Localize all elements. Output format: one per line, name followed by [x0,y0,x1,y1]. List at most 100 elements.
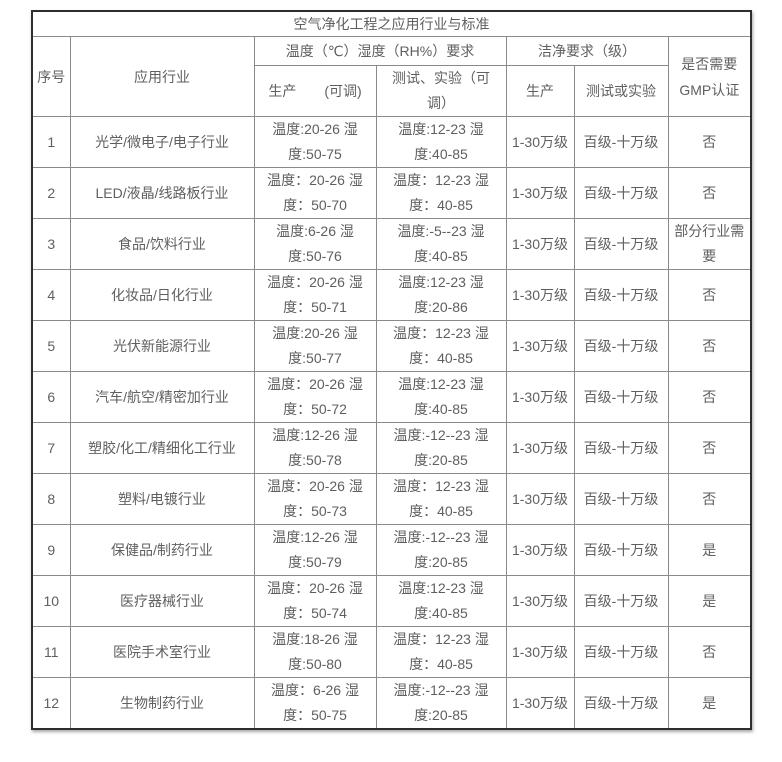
row-number-cell: 8 [31,473,71,525]
row-number-cell: 7 [31,422,71,474]
col-header-gmp: 是否需要 GMP认证 [667,36,752,117]
production-temp-humidity-cell: 温度：20-26 湿 度：50-73 [253,473,377,525]
table-row: 9 保健品/制药行业 温度:12-26 湿 度:50-79 温度:-12--23… [31,524,752,576]
production-temp-humidity-cell: 温度：20-26 湿 度：50-71 [253,269,377,321]
clean-test-cell: 百级-十万级 [573,167,669,219]
clean-test-cell: 百级-十万级 [573,422,669,474]
clean-production-cell: 1-30万级 [505,218,575,270]
clean-production-cell: 1-30万级 [505,473,575,525]
industry-cell: 保健品/制药行业 [69,524,255,576]
clean-test-cell: 百级-十万级 [573,473,669,525]
test-temp-humidity-cell: 温度:12-23 湿 度:20-86 [375,269,507,321]
test-temp-humidity-cell: 温度：12-23 湿 度：40-85 [375,167,507,219]
col-header-production-adjustable: 生产 (可调) [253,65,377,117]
test-temp-humidity-cell: 温度:12-23 湿 度:40-85 [375,371,507,423]
test-temp-humidity-cell: 温度：12-23 湿 度：40-85 [375,320,507,372]
col-header-test-adjustable: 测试、实验（可 调） [375,65,507,117]
test-temp-humidity-cell: 温度:-12--23 湿 度:20-85 [375,422,507,474]
industry-cell: 医院手术室行业 [69,626,255,678]
header-row-subcolumns: 生产 (可调) 测试、实验（可 调） 生产 测试或实验 [32,65,751,117]
gmp-cell: 否 [667,371,752,423]
table-row: 2 LED/液晶/线路板行业 温度：20-26 湿 度：50-70 温度：12-… [31,167,752,219]
test-temp-humidity-cell: 温度:-12--23 湿 度:20-85 [375,524,507,576]
industry-cell: 光学/微电子/电子行业 [69,116,255,168]
production-temp-humidity-cell: 温度:12-26 湿 度:50-79 [253,524,377,576]
clean-test-cell: 百级-十万级 [573,626,669,678]
table-row: 8 塑料/电镀行业 温度：20-26 湿 度：50-73 温度：12-23 湿 … [31,473,752,525]
table-row: 12 生物制药行业 温度：6-26 湿 度：50-75 温度:-12--23 湿… [31,677,752,730]
table-row: 3 食品/饮料行业 温度:6-26 湿 度:50-76 温度:-5--23 湿 … [31,218,752,270]
gmp-cell: 否 [667,320,752,372]
production-temp-humidity-cell: 温度:20-26 湿 度:50-75 [253,116,377,168]
test-temp-humidity-cell: 温度:-12--23 湿 度:20-85 [375,677,507,730]
test-temp-humidity-cell: 温度:12-23 湿 度:40-85 [375,116,507,168]
header-row-groups: 序号 应用行业 温度（℃）湿度（RH%）要求 洁净要求（级） 是否需要 GMP认… [31,36,752,117]
test-temp-humidity-cell: 温度：12-23 湿 度：40-85 [375,626,507,678]
table-row: 4 化妆品/日化行业 温度：20-26 湿 度：50-71 温度:12-23 湿… [31,269,752,321]
clean-production-cell: 1-30万级 [505,422,575,474]
col-header-temp-humidity-group: 温度（℃）湿度（RH%）要求 [253,36,507,66]
clean-production-cell: 1-30万级 [505,371,575,423]
table-body: 1 光学/微电子/电子行业 温度:20-26 湿 度:50-75 温度:12-2… [31,116,752,730]
gmp-cell: 否 [667,473,752,525]
clean-production-cell: 1-30万级 [505,677,575,730]
industry-cell: 化妆品/日化行业 [69,269,255,321]
col-header-seq: 序号 [31,36,71,117]
row-number-cell: 6 [31,371,71,423]
clean-test-cell: 百级-十万级 [573,218,669,270]
row-number-cell: 12 [31,677,71,730]
document-page: 空气净化工程之应用行业与标准 序号 应用行业 温度（℃）湿度（RH%）要求 洁净… [31,10,753,730]
table-row: 10 医疗器械行业 温度：20-26 湿 度：50-74 温度:12-23 湿 … [31,575,752,627]
row-number-cell: 4 [31,269,71,321]
production-temp-humidity-cell: 温度：20-26 湿 度：50-70 [253,167,377,219]
gmp-cell: 否 [667,116,752,168]
gmp-cell: 否 [667,269,752,321]
test-temp-humidity-cell: 温度:12-23 湿 度:40-85 [375,575,507,627]
clean-production-cell: 1-30万级 [505,116,575,168]
clean-production-cell: 1-30万级 [505,167,575,219]
test-temp-humidity-cell: 温度：12-23 湿 度：40-85 [375,473,507,525]
table-row: 7 塑胶/化工/精细化工行业 温度:12-26 湿 度:50-78 温度:-12… [31,422,752,474]
industry-cell: LED/液晶/线路板行业 [69,167,255,219]
industry-cell: 光伏新能源行业 [69,320,255,372]
clean-test-cell: 百级-十万级 [573,320,669,372]
industry-cell: 塑胶/化工/精细化工行业 [69,422,255,474]
gmp-cell: 否 [667,626,752,678]
clean-production-cell: 1-30万级 [505,626,575,678]
industry-cell: 食品/饮料行业 [69,218,255,270]
industry-cell: 塑料/电镀行业 [69,473,255,525]
production-temp-humidity-cell: 温度：20-26 湿 度：50-74 [253,575,377,627]
row-number-cell: 10 [31,575,71,627]
row-number-cell: 2 [31,167,71,219]
table-row: 11 医院手术室行业 温度:18-26 湿 度:50-80 温度：12-23 湿… [31,626,752,678]
col-header-industry: 应用行业 [69,36,255,117]
gmp-cell: 否 [667,167,752,219]
clean-test-cell: 百级-十万级 [573,575,669,627]
production-temp-humidity-cell: 温度:6-26 湿 度:50-76 [253,218,377,270]
clean-production-cell: 1-30万级 [505,575,575,627]
gmp-cell: 是 [667,524,752,576]
production-temp-humidity-cell: 温度：6-26 湿 度：50-75 [253,677,377,730]
table-row: 1 光学/微电子/电子行业 温度:20-26 湿 度:50-75 温度:12-2… [31,116,752,168]
col-header-clean-test: 测试或实验 [573,65,669,117]
gmp-cell: 部分行业需 要 [667,218,752,270]
production-temp-humidity-cell: 温度:20-26 湿 度:50-77 [253,320,377,372]
clean-test-cell: 百级-十万级 [573,371,669,423]
table-row: 6 汽车/航空/精密加行业 温度：20-26 湿 度：50-72 温度:12-2… [31,371,752,423]
industry-cell: 汽车/航空/精密加行业 [69,371,255,423]
clean-test-cell: 百级-十万级 [573,677,669,730]
clean-test-cell: 百级-十万级 [573,524,669,576]
row-number-cell: 9 [31,524,71,576]
clean-production-cell: 1-30万级 [505,524,575,576]
air-purification-standards-table: 空气净化工程之应用行业与标准 序号 应用行业 温度（℃）湿度（RH%）要求 洁净… [31,10,753,730]
clean-test-cell: 百级-十万级 [573,116,669,168]
clean-test-cell: 百级-十万级 [573,269,669,321]
table-row: 5 光伏新能源行业 温度:20-26 湿 度:50-77 温度：12-23 湿 … [31,320,752,372]
col-header-clean-production: 生产 [505,65,575,117]
gmp-cell: 是 [667,575,752,627]
gmp-cell: 是 [667,677,752,730]
production-temp-humidity-cell: 温度：20-26 湿 度：50-72 [253,371,377,423]
table-title: 空气净化工程之应用行业与标准 [31,10,752,37]
row-number-cell: 3 [31,218,71,270]
test-temp-humidity-cell: 温度:-5--23 湿 度:40-85 [375,218,507,270]
